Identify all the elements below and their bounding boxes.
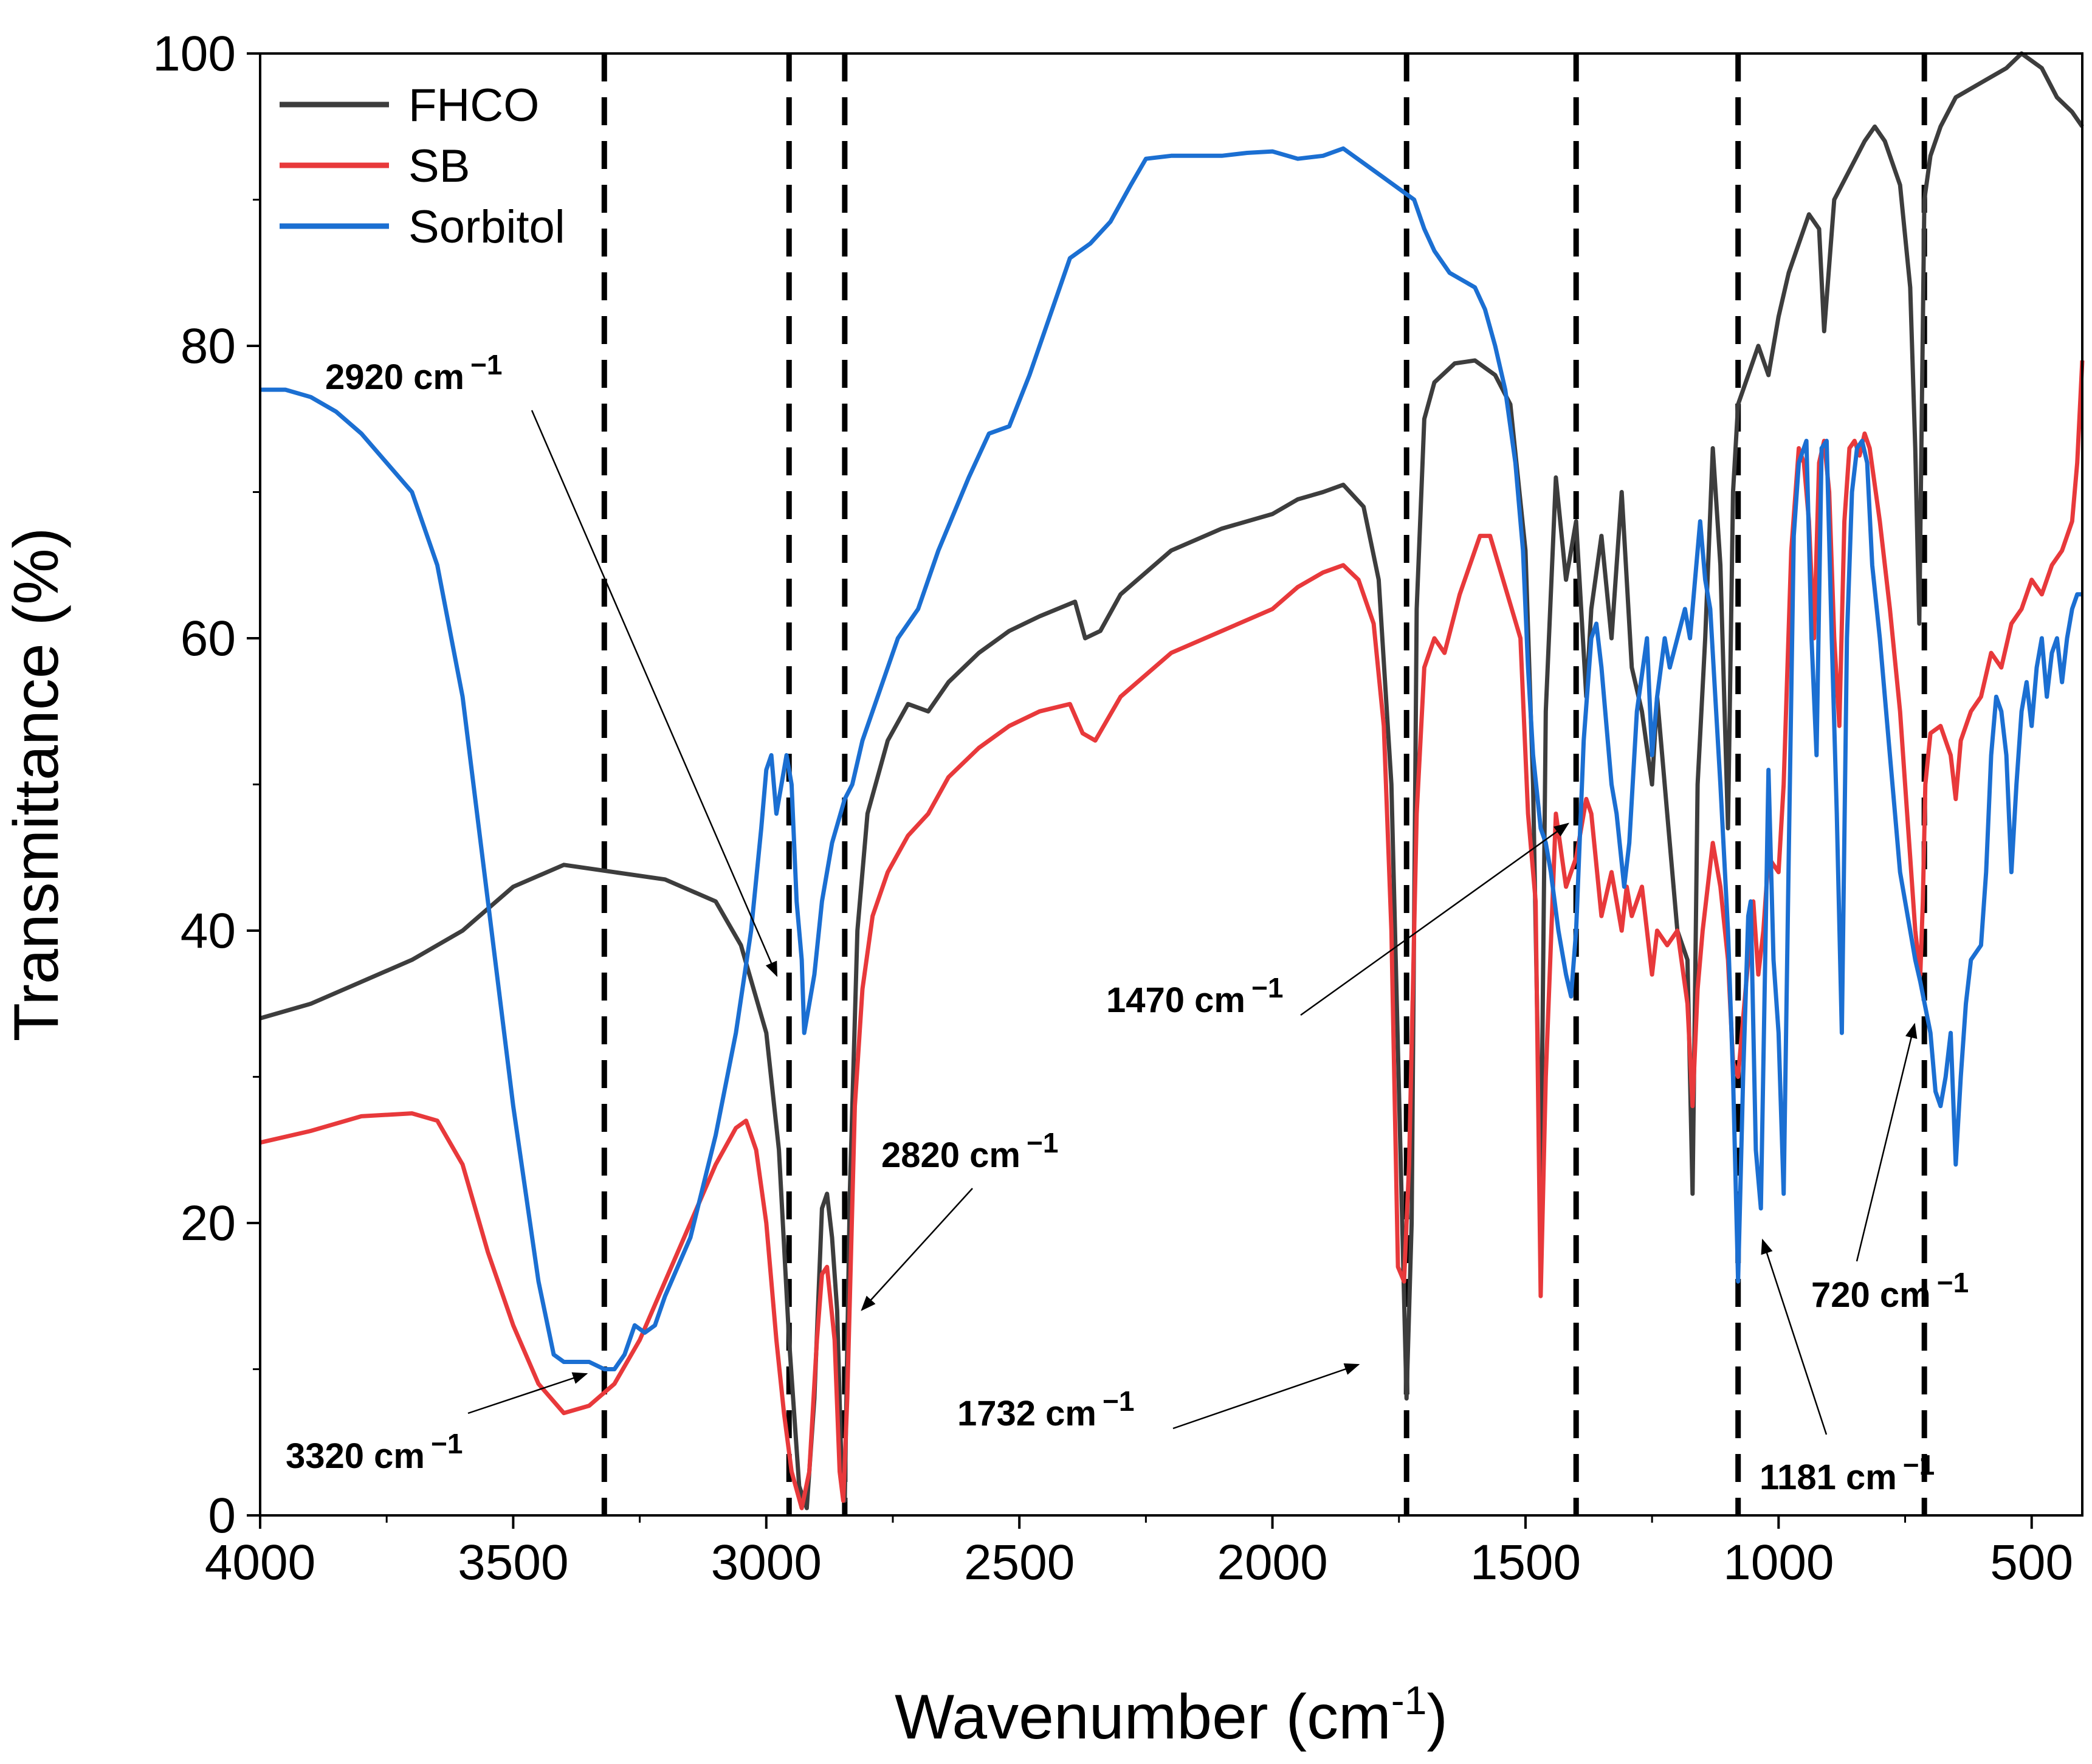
y-tick-label-40: 40 (181, 903, 236, 959)
annotation-720-label: 720 cm −1 (1811, 1267, 1969, 1315)
legend-label-fhco: FHCO (408, 80, 539, 131)
x-tick-label-3000: 3000 (711, 1535, 822, 1590)
annotation-1470-label: 1470 cm −1 (1106, 972, 1283, 1020)
legend-label-sb: SB (408, 140, 470, 192)
series-line-sb (260, 360, 2085, 1511)
y-tick-label-60: 60 (181, 611, 236, 666)
x-axis-title: Wavenumber (cm-1) (895, 1678, 1448, 1752)
annotation-3320: 3320 cm −1 (286, 1372, 588, 1476)
x-tick-label-1500: 1500 (1470, 1535, 1581, 1590)
y-tick-label-80: 80 (181, 319, 236, 374)
annotations: 2920 cm −1 2820 cm −1 3320 cm −1 1732 cm −1 … (286, 349, 1969, 1497)
y-tick-label-0: 0 (208, 1488, 236, 1543)
x-axis: 4000 3500 3000 2500 2000 1500 1000 500 (205, 1515, 2073, 1590)
series-group (260, 51, 2085, 1511)
y-tick-label-20: 20 (181, 1196, 236, 1251)
legend: FHCO SB Sorbitol (280, 80, 565, 253)
x-tick-label-4000: 4000 (205, 1535, 315, 1590)
annotation-3320-label: 3320 cm −1 (286, 1428, 463, 1476)
plot-frame (259, 52, 2083, 1517)
y-axis-title: Transmittance (%) (1, 528, 72, 1042)
x-tick-label-500: 500 (1990, 1535, 2073, 1590)
annotation-2820-label: 2820 cm −1 (881, 1127, 1058, 1175)
annotation-2920: 2920 cm −1 (325, 349, 778, 977)
y-tick-label-100: 100 (153, 26, 236, 81)
x-axis-title-main: Wavenumber (cm (895, 1682, 1391, 1752)
annotation-2920-label: 2920 cm −1 (325, 349, 502, 397)
annotation-1732-label: 1732 cm −1 (957, 1385, 1134, 1433)
legend-label-sorbitol: Sorbitol (408, 201, 565, 253)
y-axis: 0 20 40 60 80 100 (153, 26, 260, 1543)
annotation-1732: 1732 cm −1 (957, 1363, 1360, 1433)
annotation-1470: 1470 cm −1 (1106, 822, 1570, 1020)
series-line-sorbitol (260, 146, 2082, 1371)
x-tick-label-1000: 1000 (1723, 1535, 1834, 1590)
annotation-720: 720 cm −1 (1811, 1022, 1969, 1315)
x-tick-label-3500: 3500 (458, 1535, 568, 1590)
x-tick-label-2000: 2000 (1217, 1535, 1327, 1590)
annotation-2820: 2820 cm −1 (861, 1127, 1058, 1311)
series-line-fhco (260, 51, 2084, 1511)
x-tick-label-2500: 2500 (964, 1535, 1075, 1590)
annotation-1181: 1181 cm −1 (1760, 1238, 1935, 1497)
x-axis-title-sup: -1 (1391, 1678, 1427, 1723)
annotation-1181-label: 1181 cm −1 (1760, 1449, 1935, 1497)
x-axis-title-end: ) (1426, 1682, 1448, 1752)
